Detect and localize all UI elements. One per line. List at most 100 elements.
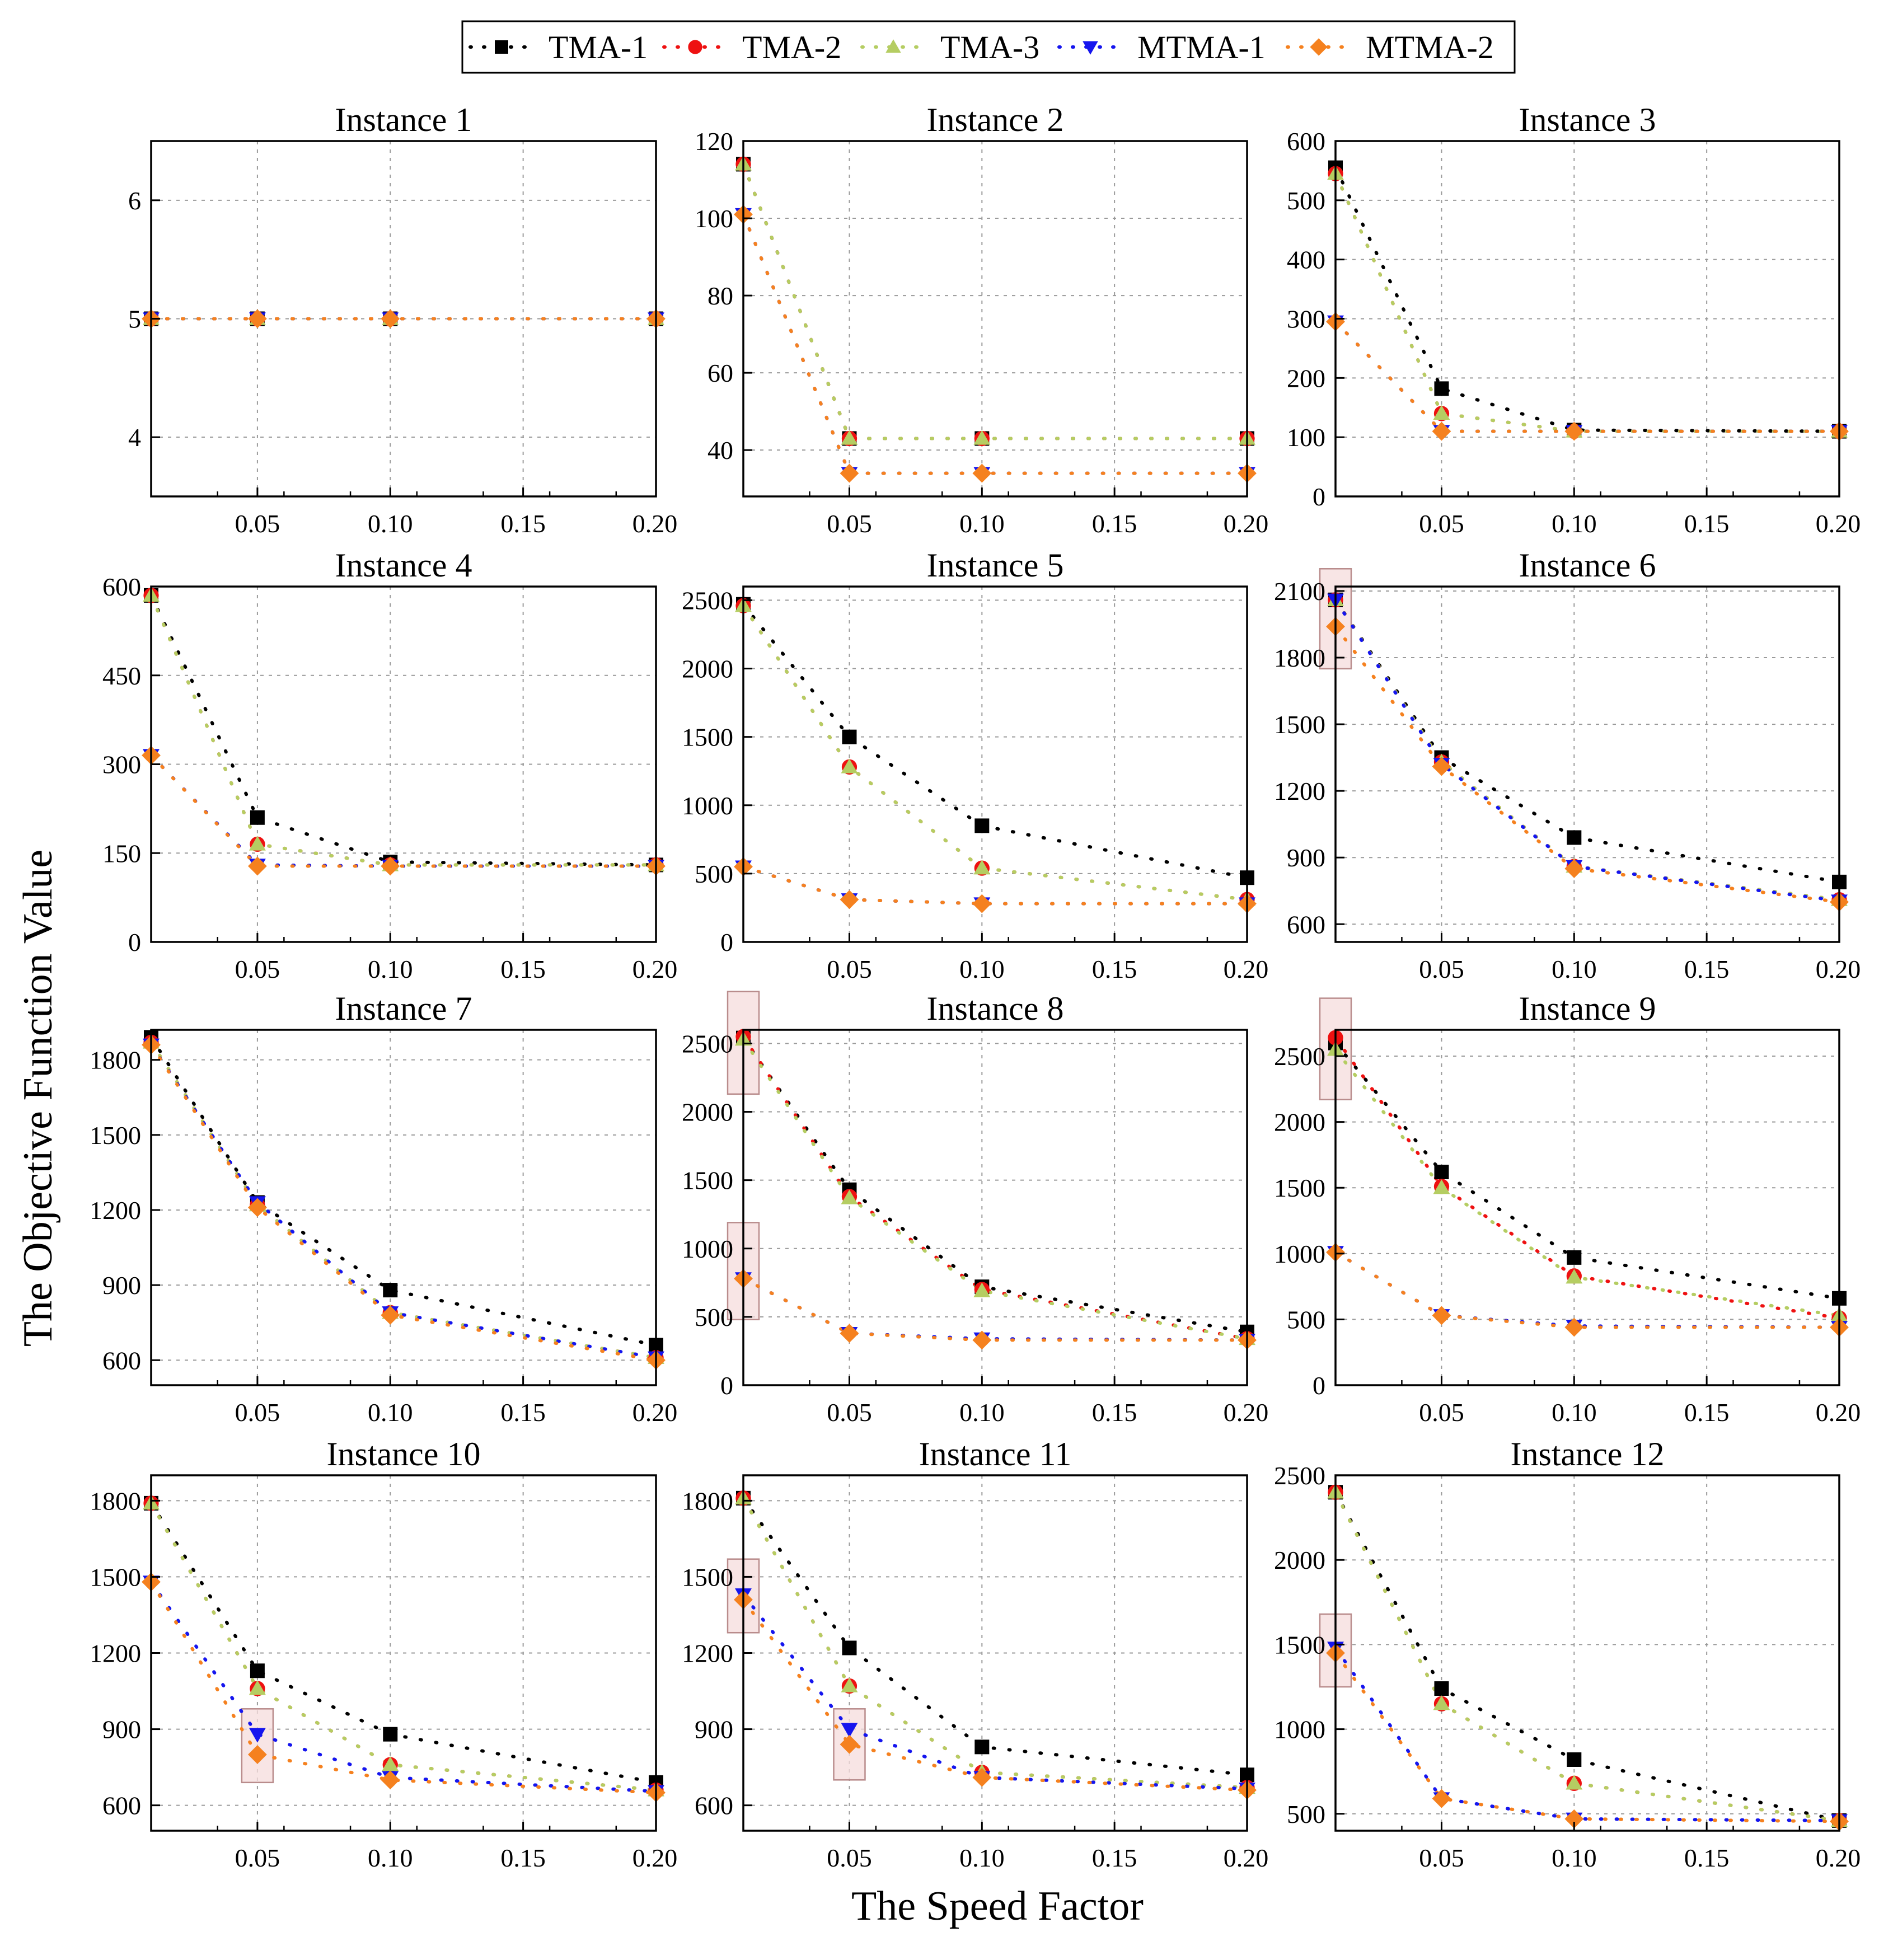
- x-tick-label: 0.20: [1816, 1398, 1861, 1427]
- data-point-mtma-2: [1564, 1809, 1584, 1828]
- y-tick-label: 600: [102, 573, 141, 601]
- legend-label: TMA-3: [940, 29, 1039, 65]
- y-tick-label: 1500: [682, 723, 733, 752]
- series-line-tma-1: [742, 602, 1249, 880]
- x-tick-label: 0.05: [1419, 509, 1464, 538]
- data-point-mtma-2: [972, 1330, 992, 1350]
- panel-title: Instance 2: [927, 101, 1064, 138]
- series-line-tma-3: [742, 604, 1249, 902]
- y-tick-label: 1800: [90, 1487, 141, 1515]
- data-point-tma-3: [841, 430, 858, 445]
- legend-marker-diamond: [1310, 38, 1328, 56]
- x-tick-label: 0.05: [1419, 1398, 1464, 1427]
- data-point-tma-3: [973, 1282, 991, 1297]
- x-tick-label: 0.15: [500, 1398, 546, 1427]
- series-line-tma-1: [742, 1496, 1249, 1777]
- y-tick-label: 100: [1287, 423, 1325, 452]
- data-point-tma-1: [383, 1727, 398, 1742]
- panel-title: Instance 10: [327, 1436, 481, 1473]
- y-tick-label: 300: [102, 751, 141, 779]
- data-point-tma-3: [1566, 1775, 1583, 1790]
- y-tick-label: 1500: [1274, 710, 1325, 739]
- data-point-mtma-2: [840, 463, 859, 483]
- y-tick-label: 2000: [682, 655, 733, 683]
- data-point-mtma-2: [247, 1745, 267, 1764]
- y-tick-label: 1500: [682, 1563, 733, 1591]
- panel-title: Instance 7: [335, 990, 472, 1027]
- series-line-tma-3: [149, 1040, 658, 1359]
- x-tick-label: 0.10: [1552, 1844, 1597, 1872]
- y-tick-label: 400: [1287, 246, 1325, 274]
- x-tick-label: 0.05: [827, 1398, 872, 1427]
- y-tick-label: 1800: [682, 1487, 733, 1515]
- y-tick-label: 100: [695, 204, 733, 233]
- plot-frame: [150, 1029, 657, 1386]
- series-line-mtma-2: [742, 865, 1249, 906]
- data-point-mtma-2: [247, 309, 267, 329]
- series-line-mtma-1: [149, 1580, 658, 1793]
- series-line-mtma-1: [1334, 1646, 1841, 1822]
- panel-title: Instance 8: [927, 990, 1064, 1027]
- y-tick-label: 1200: [682, 1639, 733, 1668]
- y-tick-label: 1200: [90, 1196, 141, 1225]
- x-tick-label: 0.20: [1816, 1844, 1861, 1872]
- legend-marker-triangle-up: [885, 39, 901, 53]
- panel-instance-12: Instance 12 0.05 0.10 0.15 0.20 500 1000 1500 20…: [1274, 1436, 1861, 1872]
- y-tick-label: 500: [695, 1303, 733, 1331]
- x-tick-label: 0.10: [1552, 955, 1597, 983]
- panel-instance-5: Instance 5 0.05 0.10 0.15 0.20 0 500 1000 1500 20…: [682, 547, 1268, 983]
- y-tick-label: 600: [102, 1346, 141, 1375]
- y-tick-label: 1800: [1274, 644, 1325, 672]
- legend: TMA-1 TMA-2 TMA-3 MTMA-1 MTMA-2: [461, 20, 1516, 74]
- data-point-tma-1: [842, 1640, 857, 1656]
- data-point-mtma-2: [1432, 1789, 1451, 1808]
- data-point-mtma-2: [1564, 859, 1584, 878]
- data-point-mtma-2: [381, 1305, 400, 1325]
- y-tick-label: 1200: [90, 1639, 141, 1668]
- data-point-tma-1: [1567, 1250, 1582, 1265]
- data-point-mtma-2: [1432, 421, 1451, 441]
- data-point-tma-1: [250, 810, 265, 825]
- series-line-mtma-2: [1334, 320, 1841, 433]
- x-tick-label: 0.05: [235, 509, 280, 538]
- series-line-mtma-2: [149, 753, 658, 868]
- y-tick-label: 500: [695, 860, 733, 888]
- y-tick-label: 600: [102, 1792, 141, 1820]
- y-tick-label: 1500: [90, 1121, 141, 1150]
- data-point-tma-3: [973, 860, 991, 875]
- data-point-mtma-2: [381, 856, 400, 876]
- legend-entry-tma-2: TMA-2: [662, 29, 841, 65]
- x-tick-label: 0.15: [1684, 1398, 1730, 1427]
- data-point-tma-1: [250, 1663, 265, 1678]
- data-point-tma-1: [974, 818, 990, 833]
- x-tick-label: 0.10: [959, 955, 1005, 983]
- panel-instance-3: Instance 3 0.05 0.10 0.15 0.20 0 100 200 300 400 5…: [1287, 101, 1861, 538]
- panel-instance-6: Instance 6 0.05 0.10 0.15 0.20 600 900 1200 1500…: [1274, 547, 1861, 983]
- legend-box: [461, 20, 1516, 74]
- plot-frame: [742, 140, 1248, 498]
- y-tick-label: 4: [128, 423, 141, 452]
- legend-entry-mtma-1: MTMA-1: [1057, 29, 1266, 65]
- y-tick-label: 1000: [682, 791, 733, 820]
- x-tick-label: 0.05: [1419, 1844, 1464, 1872]
- x-tick-label: 0.10: [368, 1844, 413, 1872]
- legend-label: TMA-2: [742, 29, 841, 65]
- x-tick-label: 0.15: [1684, 955, 1730, 983]
- panel-instance-1: Instance 1 0.05 0.10 0.15 0.20 4 5 6: [128, 101, 677, 538]
- data-point-tma-1: [842, 729, 857, 744]
- legend-label: MTMA-2: [1366, 29, 1494, 65]
- y-tick-label: 40: [707, 436, 733, 465]
- x-tick-label: 0.10: [368, 955, 413, 983]
- data-point-tma-3: [841, 758, 858, 773]
- data-point-tma-3: [1433, 1695, 1450, 1710]
- x-axis-title: The Speed Factor: [851, 1883, 1144, 1929]
- y-tick-label: 600: [1287, 910, 1325, 939]
- series-line-tma-1: [1334, 1490, 1841, 1822]
- y-tick-label: 2500: [1274, 1461, 1325, 1490]
- legend-entry-tma-1: TMA-1: [468, 29, 648, 65]
- y-tick-label: 0: [1313, 482, 1325, 511]
- y-tick-label: 2100: [1274, 577, 1325, 606]
- data-point-tma-3: [1566, 1269, 1583, 1284]
- legend-entry-mtma-2: MTMA-2: [1286, 29, 1494, 65]
